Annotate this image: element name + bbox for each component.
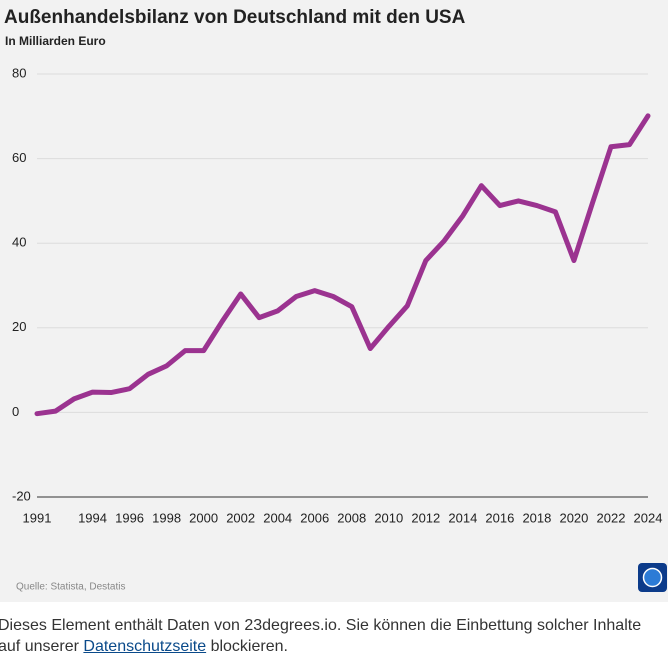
source: Quelle: Statista, Destatis bbox=[16, 582, 126, 593]
y-tick-label: 80 bbox=[12, 65, 26, 80]
chart-subtitle: In Milliarden Euro bbox=[5, 34, 106, 48]
x-tick-label: 2006 bbox=[300, 510, 329, 525]
y-tick-label: 60 bbox=[12, 150, 26, 165]
x-tick-label: 2020 bbox=[559, 510, 588, 525]
x-tick-label: 2018 bbox=[522, 510, 551, 525]
x-tick-label: 1991 bbox=[23, 510, 52, 525]
x-tick-label: 2024 bbox=[634, 510, 663, 525]
data-line bbox=[34, 113, 651, 417]
x-tick-label: 2012 bbox=[411, 510, 440, 525]
x-tick-label: 1996 bbox=[115, 510, 144, 525]
x-tick-label: 1998 bbox=[152, 510, 181, 525]
x-tick-label: 2000 bbox=[189, 510, 218, 525]
chart: Außenhandelsbilanz von Deutschland mit d… bbox=[4, 7, 667, 593]
x-tick-label: 1994 bbox=[78, 510, 107, 525]
y-tick-label: 20 bbox=[12, 319, 26, 334]
x-tick-label: 2002 bbox=[226, 510, 255, 525]
x-tick-label: 2008 bbox=[337, 510, 366, 525]
x-tick-label: 2010 bbox=[374, 510, 403, 525]
y-tick-label: 0 bbox=[12, 404, 19, 419]
y-tick-label: 40 bbox=[12, 235, 26, 250]
x-tick-label: 2016 bbox=[485, 510, 514, 525]
notice-text: Dieses Element enthält Daten von 23degre… bbox=[0, 617, 642, 655]
chart-panel: Außenhandelsbilanz von Deutschland mit d… bbox=[0, 0, 668, 602]
notice-text: blockieren. bbox=[210, 638, 288, 655]
privacy-link[interactable]: Datenschutzseite bbox=[83, 638, 207, 655]
x-tick-label: 2004 bbox=[263, 510, 292, 525]
x-tick-label: 2014 bbox=[448, 510, 477, 525]
chart-title: Außenhandelsbilanz von Deutschland mit d… bbox=[4, 7, 466, 28]
x-tick-label: 2022 bbox=[597, 510, 626, 525]
privacy-notice: Dieses Element enthält Daten von 23degre… bbox=[0, 615, 666, 657]
logo bbox=[638, 563, 667, 592]
y-tick-label: -20 bbox=[12, 488, 31, 503]
